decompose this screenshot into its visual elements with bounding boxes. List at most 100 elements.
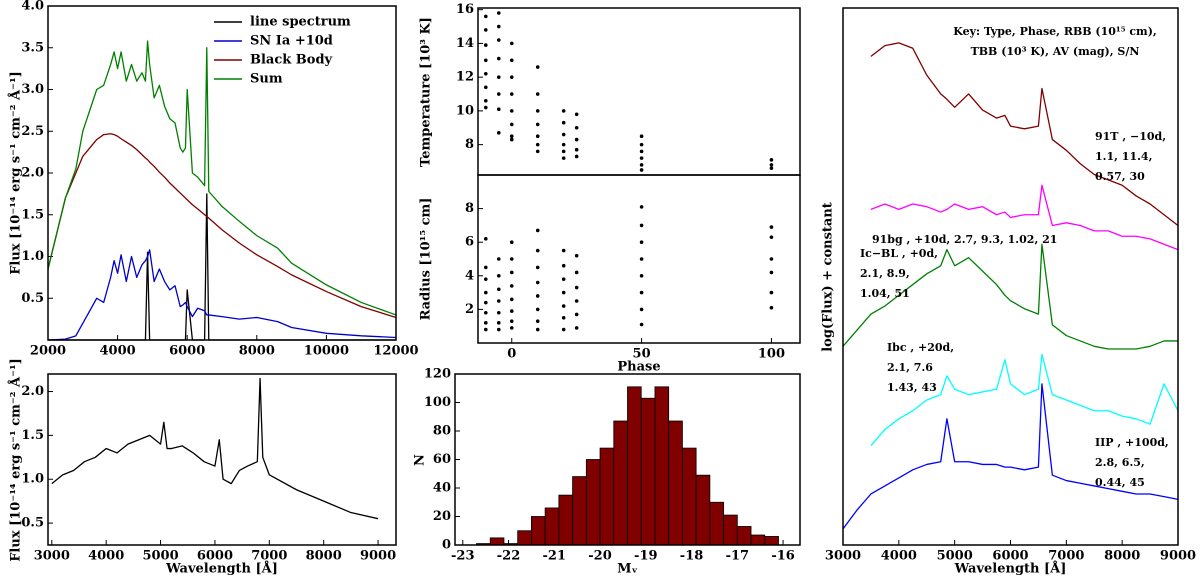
scatter-point (574, 299, 579, 303)
scatter-point (496, 92, 501, 96)
scatter-point (574, 253, 579, 258)
scatter-point (574, 312, 579, 317)
scatter-point (496, 56, 501, 61)
histogram-bar (572, 476, 587, 546)
x-axis-label: Wavelength [Å] (165, 561, 278, 576)
histogram-bar (723, 514, 738, 546)
scatter-point (769, 257, 774, 261)
y-axis-label: Temperature [10³ K] (419, 17, 434, 167)
scatter-point (496, 107, 501, 112)
scatter-point (483, 321, 488, 325)
x-tick-label: 50 (633, 347, 651, 362)
scatter-point (496, 257, 501, 261)
y-tick-label: 0.5 (21, 291, 44, 306)
y-tick-label: 14 (456, 36, 474, 51)
y-tick-label: 2 (465, 302, 474, 317)
scatter-point (535, 280, 540, 285)
scatter-point (483, 327, 488, 332)
legend-label: Black Body (250, 53, 333, 68)
scatter-point (535, 327, 540, 332)
scatter-point (496, 11, 501, 15)
spectrum-line (47, 133, 397, 319)
x-tick-label: 4000 (881, 549, 917, 564)
plot-frame (47, 5, 397, 341)
scatter-point (769, 158, 774, 162)
scatter-point (483, 58, 488, 63)
y-tick-label: 3.5 (21, 40, 44, 55)
x-tick-label: 3000 (825, 549, 861, 564)
x-tick-label: 8000 (239, 344, 275, 359)
histogram-bar (585, 459, 601, 546)
spectrum-annotation: 91bg , +10d, 2.7, 9.3, 1.02, 21 (872, 233, 1057, 246)
scatter-point (483, 265, 488, 270)
x-tick-label: 6000 (169, 344, 205, 359)
scatter-point (639, 142, 644, 147)
histogram-bar (709, 501, 724, 546)
plot-frame (47, 373, 397, 546)
scatter-point (483, 28, 488, 32)
histogram-bar (695, 474, 711, 546)
y-tick-label: 8 (465, 201, 474, 216)
scatter-point (561, 109, 566, 113)
y-tick-label: 80 (433, 424, 451, 439)
scatter-point (561, 327, 566, 332)
spectrum-annotation: 91T , −10d, (1095, 130, 1166, 143)
y-axis-label: log(Flux) + constant (821, 202, 836, 352)
scatter-point (561, 290, 566, 295)
x-tick-label: -22 (497, 549, 521, 564)
histogram-bar (764, 536, 779, 546)
spectrum-annotation: IIP , +100d, (1095, 436, 1169, 449)
scatter-point (639, 290, 644, 295)
x-tick-label: 6000 (992, 549, 1028, 564)
spectrum-line (842, 383, 1179, 530)
scatter-point (535, 307, 540, 312)
y-tick-label: 120 (424, 367, 451, 382)
x-tick-label: -19 (634, 549, 658, 564)
scatter-point (574, 270, 579, 275)
y-tick-label: 0.5 (21, 516, 44, 531)
spectrum-annotation: 2.1, 8.9, (860, 267, 910, 280)
scatter-point (639, 322, 644, 327)
spectrum-annotation: Ibc , +20d, (887, 341, 954, 354)
legend-label: SN Ia +10d (250, 34, 333, 49)
scatter-point (509, 122, 514, 127)
x-tick-label: 5000 (937, 549, 973, 564)
scatter-point (509, 270, 514, 275)
scatter-point (509, 240, 514, 244)
scatter-point (509, 137, 514, 142)
histogram-bar (531, 516, 546, 546)
scatter-point (561, 277, 566, 281)
scatter-point (496, 299, 501, 303)
scatter-point (509, 75, 514, 79)
spectrum-line (48, 193, 396, 341)
scatter-point (639, 257, 644, 261)
scatter-point (483, 98, 488, 103)
spectrum-line (870, 42, 1179, 227)
scatter-point (509, 92, 514, 96)
scatter-point (483, 71, 488, 76)
spectrum-annotation: 1.43, 43 (887, 381, 937, 394)
scatter-point (561, 156, 566, 160)
scatter-point (509, 326, 514, 330)
spectrum-annotation: 2.8, 6.5, (1095, 456, 1145, 469)
y-tick-label: 2.0 (21, 166, 44, 181)
scatter-point (535, 265, 540, 270)
scatter-point (535, 228, 540, 233)
scatter-point (496, 287, 501, 292)
y-tick-label: 4 (465, 268, 474, 283)
scatter-point (483, 300, 488, 305)
x-tick-label: 8000 (306, 549, 342, 564)
scatter-point (535, 109, 540, 113)
scatter-point (769, 290, 774, 295)
y-tick-label: 1.0 (21, 472, 44, 487)
scatter-point (483, 310, 488, 315)
y-tick-label: 3.0 (21, 82, 44, 97)
scatter-point (483, 14, 488, 19)
x-tick-label: -18 (680, 549, 704, 564)
histogram-bar (627, 386, 642, 546)
scatter-point (535, 149, 540, 154)
scatter-point (639, 205, 644, 209)
x-tick-label: 8000 (1104, 549, 1140, 564)
spectrum-annotation: 0.44, 45 (1095, 476, 1145, 489)
x-tick-label: 10000 (304, 344, 349, 359)
